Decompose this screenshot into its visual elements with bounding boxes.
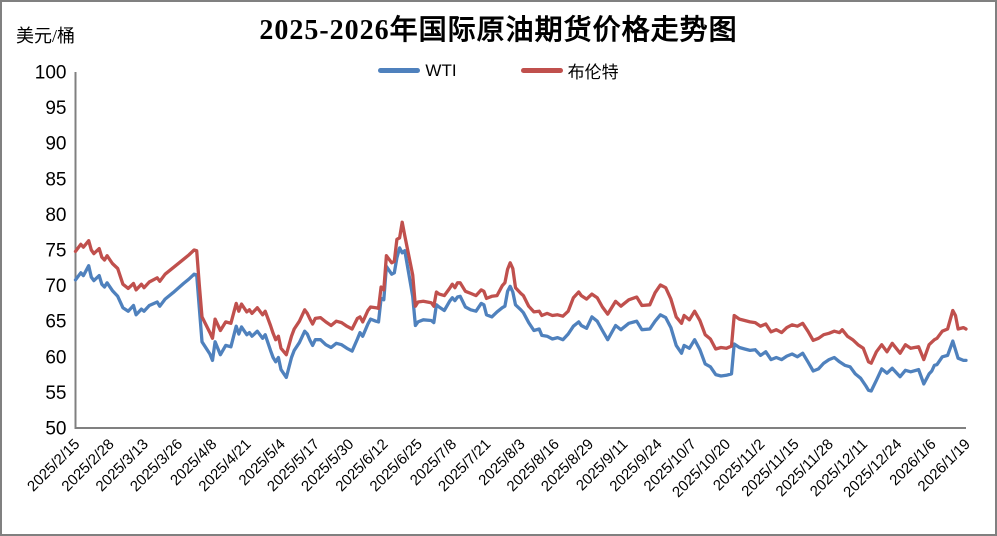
y-tick-label: 100 xyxy=(35,63,67,84)
y-tick-label: 65 xyxy=(45,312,66,333)
y-tick-label: 95 xyxy=(45,98,66,119)
y-tick-label: 55 xyxy=(45,383,66,404)
y-tick-label: 50 xyxy=(45,419,66,440)
legend-item-wti: WTI xyxy=(378,60,457,81)
y-tick-label: 85 xyxy=(45,169,66,190)
legend: WTI 布伦特 xyxy=(0,58,997,83)
brent-line-swatch-icon xyxy=(520,68,563,73)
wti-line xyxy=(73,246,968,393)
y-tick-label: 80 xyxy=(45,205,66,226)
chart-title: 2025-2026年国际原油期货价格走势图 xyxy=(259,15,738,46)
y-axis-unit-label: 美元/桶 xyxy=(16,26,76,46)
y-tick-label: 60 xyxy=(45,347,66,368)
brent-line xyxy=(73,220,968,365)
legend-label-wti: WTI xyxy=(425,60,457,80)
y-tick-label: 75 xyxy=(45,241,66,262)
wti-line-swatch-icon xyxy=(378,68,421,73)
y-tick-label: 70 xyxy=(45,276,66,297)
y-tick-label: 90 xyxy=(45,134,66,155)
legend-item-brent: 布伦特 xyxy=(520,58,619,83)
legend-label-brent: 布伦特 xyxy=(567,63,619,82)
